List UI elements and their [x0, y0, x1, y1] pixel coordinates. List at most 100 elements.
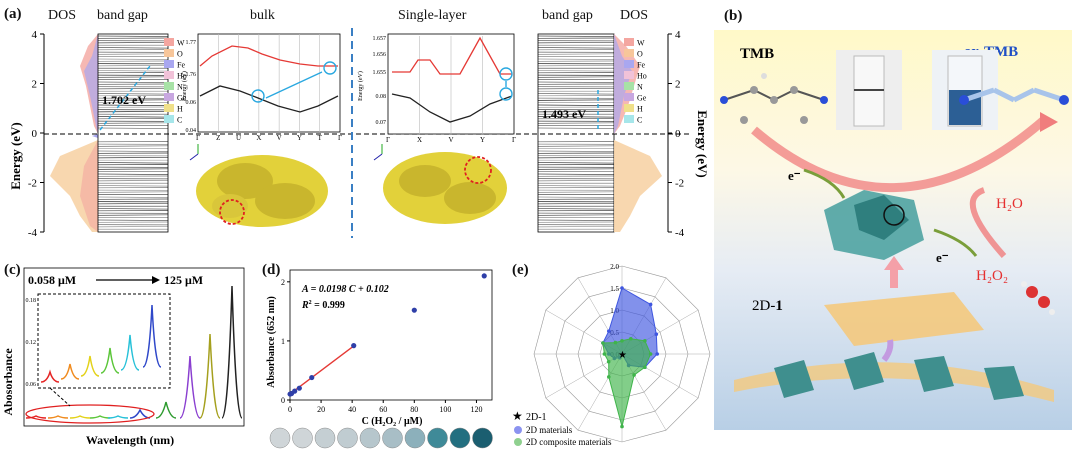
x-tick-0: 0: [288, 405, 292, 414]
panel-c-figure: Abosorbance 0.058 μM 125 μM 0.18 0.12 0.…: [1, 267, 245, 447]
legend-swatch-Fe: [164, 60, 174, 68]
legend-label-N: N: [177, 83, 183, 92]
legend-label-Ho: Ho: [637, 72, 647, 81]
single-tick-5: 0.07: [376, 120, 387, 126]
panel-c-ylabel: Abosorbance: [1, 348, 15, 416]
data-point-7: [481, 273, 487, 279]
dos-header-left: DOS: [48, 8, 77, 23]
2d-sheet: [824, 292, 984, 346]
kpoint-4: Γ: [512, 136, 516, 144]
legend-label-Ge: Ge: [177, 94, 187, 103]
bulk-tick-3: 0.06: [186, 100, 197, 106]
inset-peak-4: [120, 334, 140, 371]
scatter-plot: [287, 273, 487, 397]
up-arrow: [884, 256, 904, 288]
radar-point-0-0: [620, 286, 624, 290]
inset-tick-2: 0.12: [26, 340, 37, 346]
gap-bulk-label: 1.702 eV: [102, 93, 146, 107]
legend-label-O: O: [637, 50, 643, 59]
kpoint-6: T: [318, 134, 323, 142]
y-tick-left-2: 0: [32, 128, 38, 140]
radar-point-0-11: [607, 329, 611, 333]
electron-arrow-2: [933, 228, 978, 257]
data-point-2: [292, 388, 298, 394]
panel-d-label: (d): [262, 262, 281, 278]
panel-e-label: (e): [512, 262, 529, 278]
y-tick-right-0: 4: [675, 29, 681, 41]
legend-swatch-Fe: [624, 60, 634, 68]
electron-label-2: e⁻: [936, 250, 949, 265]
kpoint-0: Γ: [196, 134, 200, 142]
band-structure-left: [97, 35, 169, 230]
kpoint-1: X: [417, 136, 422, 144]
legend-2d-materials: 2D materials: [526, 425, 573, 435]
zoom-inset: [37, 293, 171, 389]
dos-header-right: DOS: [620, 8, 649, 23]
bandgap-header-left: band gap: [97, 8, 148, 23]
inset-peaks: [40, 304, 162, 383]
data-point-3: [296, 385, 302, 391]
main-peak-3: [89, 415, 111, 419]
panel-d-ylabel: Absorbance (652 nm): [266, 296, 277, 388]
material-label: 2D-1: [752, 298, 783, 314]
x-tick-6: 120: [470, 405, 482, 414]
sample-photo-0: [269, 427, 291, 449]
main-peak-7: [179, 355, 201, 419]
legend-label-C: C: [637, 116, 642, 125]
legend-swatch-C: [624, 115, 634, 123]
bulk-tick-2: 1.76: [186, 72, 197, 78]
x-tick-2: 40: [348, 405, 356, 414]
x-tick-4: 80: [410, 405, 418, 414]
panel-a-ylabel: Energy (eV): [8, 122, 23, 190]
kpoint-2: V: [448, 136, 453, 144]
panel-b-label: (b): [724, 8, 743, 24]
h2o2-to-h2o-arrow: [969, 187, 1007, 258]
inset-peak-5: [142, 304, 162, 368]
legend-swatch-O: [624, 49, 634, 57]
panel-b-figure: TMB ox-TMB e⁻ e⁻ H₂O H₂O₂: [720, 44, 1069, 402]
dos-legend-right: WO Fe Ho N Ge HC: [624, 38, 647, 125]
panel-a-ylabel-right: Energy (eV): [695, 110, 710, 178]
legend-swatch-C: [164, 115, 174, 123]
legend-label-Fe: Fe: [177, 61, 185, 70]
bulk-tick-1: 1.77: [186, 40, 197, 46]
inset-peak-0: [40, 369, 60, 383]
r2: R2 = 0.999: [301, 300, 345, 311]
y-tick-left-3: -2: [28, 178, 37, 190]
bulk-structure: [189, 144, 328, 227]
single-layer-header: Single-layer: [398, 8, 467, 23]
radar-chart: 2.01.51.00.50.0★: [533, 263, 711, 443]
tmb-to-oxtmb-arrow: [751, 116, 1047, 193]
y-tick-right-3: -2: [675, 178, 684, 190]
radar-2d1-star: ★: [618, 350, 627, 361]
radar-point-1-3: [648, 352, 653, 356]
x-ticks: 0 20 40 60 80 100 120: [288, 400, 482, 414]
legend-swatch-H: [164, 104, 174, 112]
kpoint-2: U: [236, 134, 241, 142]
panel-e-legend: ★ 2D-1 2D materials 2D composite materia…: [512, 409, 612, 447]
baseline-highlight: [25, 404, 155, 424]
bulk-tick-4: 0.04: [186, 128, 197, 134]
y-ticks: 0 1 2: [281, 278, 290, 405]
sample-photo-3: [337, 427, 358, 449]
y-tick-0: 0: [281, 396, 285, 405]
legend-swatch-Ge: [624, 93, 634, 101]
radar-point-1-10: [601, 341, 605, 345]
kpoint-4: V: [277, 134, 282, 142]
main-peak-0: [25, 415, 47, 419]
radar-point-1-1: [629, 336, 633, 341]
exfoliation-arrow: [881, 339, 894, 362]
main-peak-5: [129, 408, 151, 419]
y-tick-left-4: -4: [28, 227, 38, 239]
legend-label-W: W: [637, 39, 645, 48]
kpoint-7: Γ: [338, 134, 342, 142]
x-tick-5: 100: [439, 405, 451, 414]
legend-2d1: 2D-1: [526, 412, 547, 423]
y-tick-1: 1: [281, 337, 285, 346]
panel-d-xlabel: C (H₂O₂ / μM): [362, 416, 423, 427]
single-tick-2: 1.656: [373, 52, 387, 58]
legend-label-H: H: [637, 105, 643, 114]
electron-arrow-1: [803, 168, 846, 199]
data-point-4: [309, 374, 315, 381]
y-tick-2: 2: [281, 278, 285, 287]
